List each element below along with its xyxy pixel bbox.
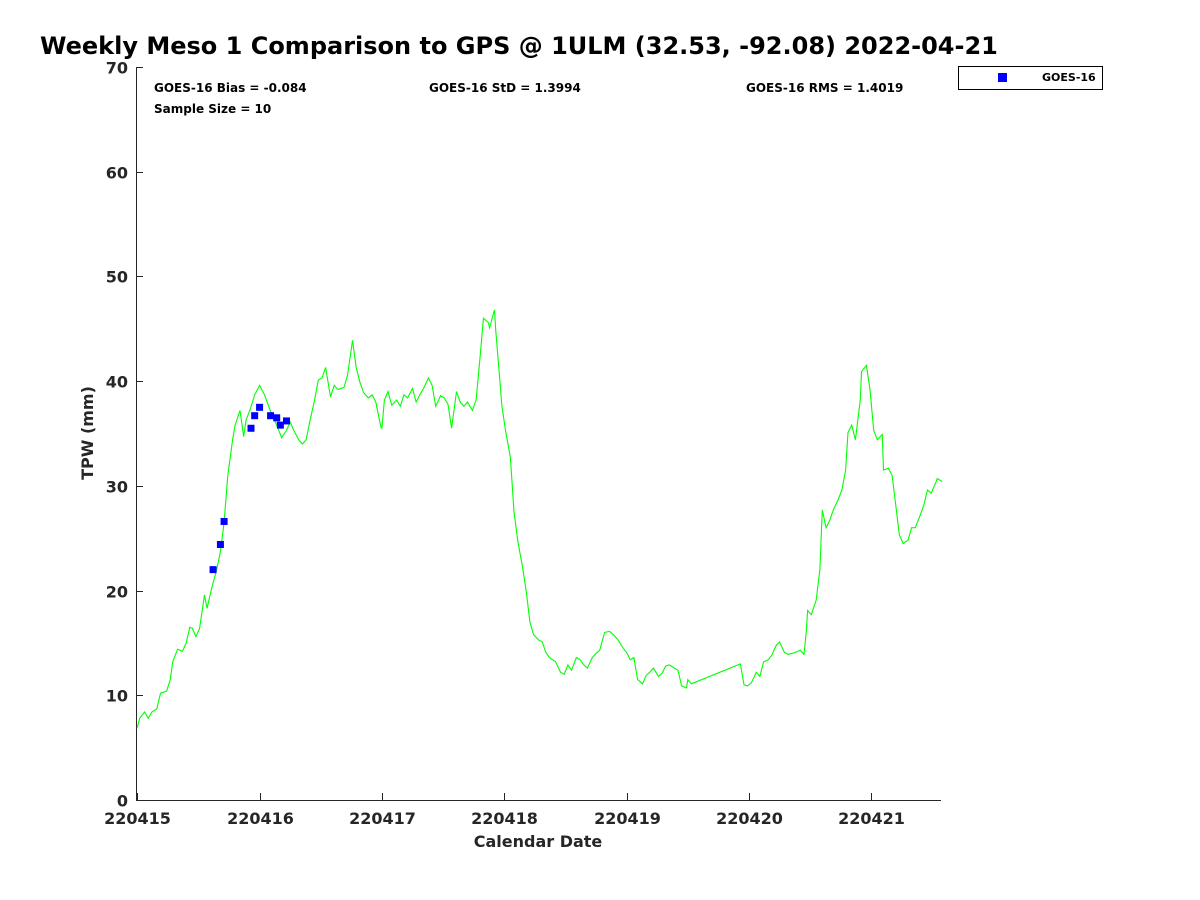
data-point-goes16 <box>256 403 264 411</box>
y-tick-label: 40 <box>106 373 128 392</box>
x-tick-label: 220416 <box>227 809 294 828</box>
x-axis-label: Calendar Date <box>474 832 603 851</box>
data-point-goes16 <box>282 417 290 425</box>
data-point-goes16 <box>276 421 284 429</box>
legend-box <box>958 66 1103 90</box>
x-tick-label: 220418 <box>471 809 538 828</box>
stat-bias: GOES-16 Bias = -0.084 <box>154 81 307 95</box>
stat-std: GOES-16 StD = 1.3994 <box>429 81 581 95</box>
legend-label-goes16: GOES-16 <box>1042 71 1096 84</box>
data-point-goes16 <box>267 412 275 420</box>
y-tick-label: 60 <box>106 164 128 183</box>
y-axis-label: TPW (mm) <box>78 386 97 480</box>
series-line-gps <box>136 309 943 728</box>
data-point-goes16 <box>247 424 255 432</box>
data-point-goes16 <box>209 566 217 574</box>
chart-title: Weekly Meso 1 Comparison to GPS @ 1ULM (… <box>40 32 998 60</box>
data-point-goes16 <box>216 540 224 548</box>
legend-marker-goes16 <box>998 73 1007 82</box>
x-tick-label: 220415 <box>104 809 171 828</box>
x-tick-label: 220420 <box>716 809 783 828</box>
stat-rms: GOES-16 RMS = 1.4019 <box>746 81 903 95</box>
x-tick-label: 220419 <box>594 809 661 828</box>
x-tick-label: 220421 <box>838 809 905 828</box>
x-tick-label: 220417 <box>349 809 416 828</box>
y-tick-label: 20 <box>106 583 128 602</box>
y-tick-label: 70 <box>106 59 128 78</box>
y-tick-label: 10 <box>106 687 128 706</box>
data-point-goes16 <box>220 517 228 525</box>
data-point-goes16 <box>251 412 259 420</box>
y-tick-label: 0 <box>117 792 128 811</box>
y-tick-label: 50 <box>106 268 128 287</box>
stat-sample-size: Sample Size = 10 <box>154 102 271 116</box>
data-point-goes16 <box>273 414 281 422</box>
y-tick-label: 30 <box>106 478 128 497</box>
plot-area: 0 10 20 30 40 50 60 70 220415 220416 220417 220418 2… <box>104 59 943 828</box>
legend: GOES-16 <box>958 66 1103 90</box>
